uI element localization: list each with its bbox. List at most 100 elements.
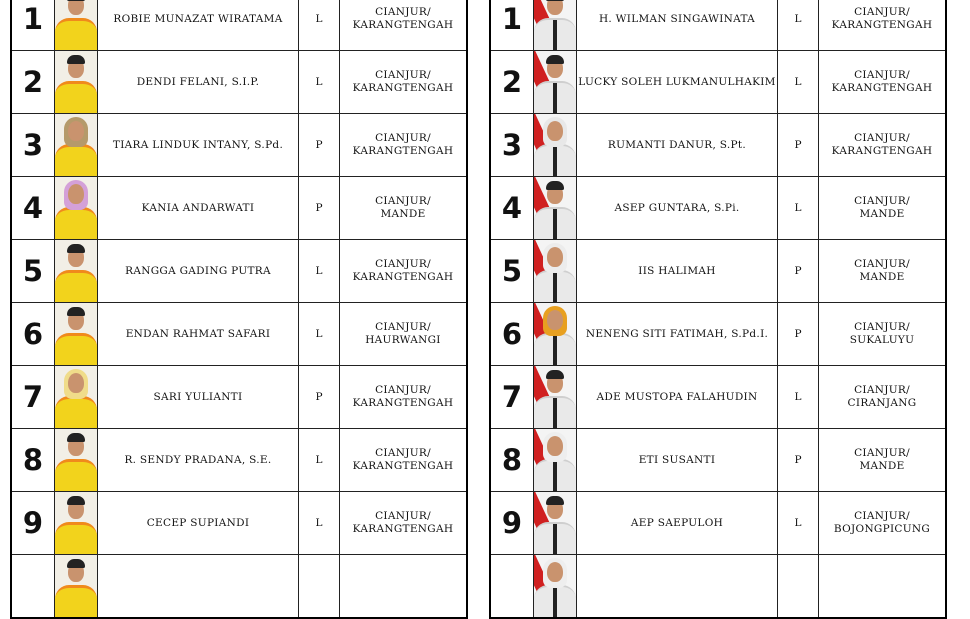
candidate-region: CIANJUR/SUKALUYU: [818, 302, 947, 366]
region-regency: CIANJUR/: [375, 6, 431, 18]
candidate-name: LUCKY SOLEH LUKMANULHAKIM: [576, 50, 778, 114]
candidate-region: [818, 554, 947, 619]
candidate-number: 8: [489, 428, 534, 492]
candidate-row: 9 CECEP SUPIANDI L CIANJUR/KARANGTENGAH: [10, 491, 468, 555]
candidate-row: 5 IIS HALIMAH P CIANJUR/MANDE: [489, 239, 947, 303]
candidate-number: 4: [10, 176, 55, 240]
candidate-photo: [534, 0, 576, 50]
candidate-number: 9: [10, 491, 55, 555]
candidate-number: 1: [489, 0, 534, 51]
candidate-row: 7 ADE MUSTOPA FALAHUDIN L CIANJUR/CIRANJANG: [489, 365, 947, 429]
region-district: MANDE: [859, 271, 905, 283]
candidate-gender: L: [777, 491, 819, 555]
candidate-number: 5: [489, 239, 534, 303]
region-district: KARANGTENGAH: [352, 145, 454, 157]
candidate-name: ASEP GUNTARA, S.Pi.: [576, 176, 778, 240]
candidate-number: 2: [10, 50, 55, 114]
candidate-name: H. WILMAN SINGAWINATA: [576, 0, 778, 51]
candidate-photo: [55, 0, 97, 50]
candidate-region: CIANJUR/CIRANJANG: [818, 365, 947, 429]
candidate-name: NENENG SITI FATIMAH, S.Pd.I.: [576, 302, 778, 366]
candidate-gender: L: [777, 0, 819, 51]
candidate-photo: [55, 303, 97, 365]
candidate-row: 8 ETI SUSANTI P CIANJUR/MANDE: [489, 428, 947, 492]
candidate-name: CECEP SUPIANDI: [97, 491, 299, 555]
region-regency: CIANJUR/: [854, 384, 910, 396]
candidate-row: 1 H. WILMAN SINGAWINATA L CIANJUR/KARANGTEN…: [489, 0, 947, 51]
candidate-number: 2: [489, 50, 534, 114]
candidate-region: CIANJUR/KARANGTENGAH: [339, 239, 468, 303]
candidate-gender: P: [777, 113, 819, 177]
candidate-region: CIANJUR/MANDE: [818, 176, 947, 240]
candidate-name: KANIA ANDARWATI: [97, 176, 299, 240]
candidate-gender: L: [298, 491, 340, 555]
candidate-name: ADE MUSTOPA FALAHUDIN: [576, 365, 778, 429]
region-regency: CIANJUR/: [375, 384, 431, 396]
candidate-region: CIANJUR/MANDE: [339, 176, 468, 240]
region-district: KARANGTENGAH: [352, 523, 454, 535]
candidate-row: [10, 554, 468, 619]
candidate-row: 1 ROBIE MUNAZAT WIRATAMA L CIANJUR/KARANGTE…: [10, 0, 468, 51]
candidate-number: 1: [10, 0, 55, 51]
candidate-name: TIARA LINDUK INTANY, S.Pd.: [97, 113, 299, 177]
region-regency: CIANJUR/: [854, 510, 910, 522]
candidate-row: 9 AEP SAEPULOH L CIANJUR/BOJONGPICUNG: [489, 491, 947, 555]
candidate-photo: [534, 366, 576, 428]
candidate-region: [339, 554, 468, 619]
candidate-photo: [55, 114, 97, 176]
candidate-photo: [55, 240, 97, 302]
region-district: KARANGTENGAH: [352, 397, 454, 409]
region-district: BOJONGPICUNG: [833, 523, 931, 535]
candidate-number: 3: [10, 113, 55, 177]
candidate-region: CIANJUR/MANDE: [818, 428, 947, 492]
region-district: KARANGTENGAH: [831, 82, 933, 94]
region-regency: CIANJUR/: [854, 195, 910, 207]
candidate-photo: [534, 177, 576, 239]
candidate-gender: L: [298, 0, 340, 51]
candidate-row: 6 NENENG SITI FATIMAH, S.Pd.I. P CIANJUR/SU…: [489, 302, 947, 366]
candidate-gender: L: [298, 239, 340, 303]
region-regency: CIANJUR/: [375, 69, 431, 81]
candidate-number: 7: [10, 365, 55, 429]
candidate-region: CIANJUR/KARANGTENGAH: [818, 113, 947, 177]
candidate-photo: [55, 429, 97, 491]
candidate-row: 3 TIARA LINDUK INTANY, S.Pd. P CIANJUR/KARA…: [10, 113, 468, 177]
candidate-gender: L: [298, 428, 340, 492]
candidate-region: CIANJUR/KARANGTENGAH: [339, 113, 468, 177]
candidate-name: RANGGA GADING PUTRA: [97, 239, 299, 303]
region-regency: CIANJUR/: [375, 195, 431, 207]
candidate-photo: [55, 492, 97, 554]
candidate-gender: L: [298, 50, 340, 114]
candidate-number: 8: [10, 428, 55, 492]
region-regency: CIANJUR/: [375, 321, 431, 333]
candidate-name: ENDAN RAHMAT SAFARI: [97, 302, 299, 366]
region-regency: CIANJUR/: [375, 510, 431, 522]
candidate-number: 9: [489, 491, 534, 555]
candidate-row: 2 LUCKY SOLEH LUKMANULHAKIM L CIANJUR/KARAN…: [489, 50, 947, 114]
candidate-row: 8 R. SENDY PRADANA, S.E. L CIANJUR/KARANGTE…: [10, 428, 468, 492]
candidate-row: 3 RUMANTI DANUR, S.Pt. P CIANJUR/KARANGTENG…: [489, 113, 947, 177]
candidate-region: CIANJUR/KARANGTENGAH: [818, 50, 947, 114]
region-district: MANDE: [859, 208, 905, 220]
region-district: CIRANJANG: [847, 397, 917, 409]
candidate-table-right: 1 H. WILMAN SINGAWINATA L CIANJUR/KARANGTEN…: [489, 0, 947, 619]
candidate-table-left: 1 ROBIE MUNAZAT WIRATAMA L CIANJUR/KARANGTE…: [10, 0, 468, 619]
candidate-number: [10, 554, 55, 619]
candidate-gender: [298, 554, 340, 619]
candidate-photo: [534, 492, 576, 554]
candidate-gender: P: [777, 302, 819, 366]
candidate-number: 6: [489, 302, 534, 366]
region-regency: CIANJUR/: [854, 132, 910, 144]
candidate-photo: [55, 366, 97, 428]
candidate-photo: [55, 555, 97, 617]
candidate-photo: [534, 303, 576, 365]
region-regency: CIANJUR/: [854, 6, 910, 18]
region-regency: CIANJUR/: [854, 321, 910, 333]
region-district: KARANGTENGAH: [352, 82, 454, 94]
region-district: MANDE: [380, 208, 426, 220]
candidate-photo: [534, 429, 576, 491]
candidate-region: CIANJUR/KARANGTENGAH: [339, 365, 468, 429]
candidate-gender: P: [298, 176, 340, 240]
candidate-region: CIANJUR/KARANGTENGAH: [339, 0, 468, 51]
candidate-name: SARI YULIANTI: [97, 365, 299, 429]
